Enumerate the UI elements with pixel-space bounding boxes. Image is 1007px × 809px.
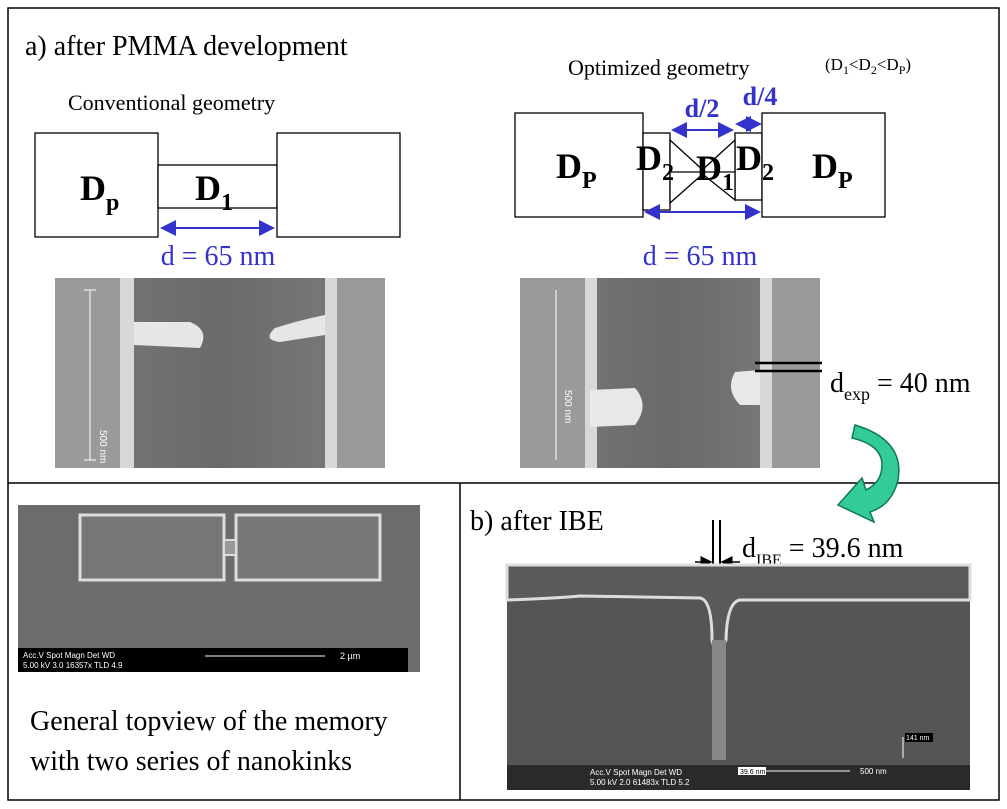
sem-image: Acc.V Spot Magn Det WD 5.00 kV 3.0 16357…	[18, 505, 420, 672]
part: <D	[849, 55, 871, 74]
part: )	[905, 55, 911, 74]
height-label: 141 nm	[906, 735, 930, 742]
panel-title: a) after PMMA development	[25, 31, 348, 62]
subscript: exp	[844, 384, 870, 404]
info-values: 5.00 kV 2.0 61483x TLD 5.2	[590, 778, 690, 787]
sem-image: 500 nm	[55, 278, 385, 468]
value: = 39.6 nm	[782, 533, 904, 564]
inner-scale: 39.6 nm	[740, 769, 765, 776]
quarter-label: d/4	[743, 82, 778, 111]
figure: a) after PMMA development Conventional g…	[0, 0, 1007, 809]
subscript: 2	[762, 160, 774, 186]
dimension-label: d = 65 nm	[643, 241, 758, 272]
scale-label: 500 nm	[860, 767, 887, 776]
label: D	[736, 138, 762, 178]
curved-arrow	[838, 425, 899, 522]
condition: (D1<D2<DP)	[825, 55, 911, 77]
subscript: 2	[662, 160, 674, 186]
panel-title: b) after IBE	[470, 506, 604, 537]
subscript: P	[838, 168, 853, 194]
subscript: 1	[221, 190, 233, 216]
scale-label: 2 µm	[340, 651, 360, 661]
caption: General topview of the memory	[30, 706, 388, 737]
part: (D	[825, 55, 843, 74]
label: D	[80, 168, 106, 208]
info-values: 5.00 kV 3.0 16357x TLD 4.9	[23, 661, 123, 670]
scale-label: 500 nm	[562, 390, 573, 423]
subscript: P	[582, 168, 597, 194]
subscript: p	[106, 190, 119, 216]
half-label: d/2	[685, 94, 720, 123]
label: D	[636, 138, 662, 178]
subscript: 1	[722, 170, 734, 196]
label: d	[830, 368, 844, 399]
exp-label: dexp = 40 nm	[830, 368, 971, 404]
label: D	[556, 146, 582, 186]
label: D	[812, 146, 838, 186]
sem-image: Acc.V Spot Magn Det WD 5.00 kV 2.0 61483…	[507, 565, 970, 790]
label: d	[742, 533, 756, 564]
subtitle: Optimized geometry	[568, 55, 749, 80]
sem-image: 500 nm	[520, 278, 820, 468]
label: D	[696, 148, 722, 188]
info-header: Acc.V Spot Magn Det WD	[590, 768, 682, 777]
value: = 40 nm	[870, 368, 971, 399]
dimension-label: d = 65 nm	[161, 241, 276, 272]
label: D	[195, 168, 221, 208]
subtitle: Conventional geometry	[68, 90, 275, 115]
scale-label: 500 nm	[97, 430, 108, 463]
caption: with two series of nanokinks	[30, 746, 352, 777]
info-header: Acc.V Spot Magn Det WD	[23, 651, 115, 660]
part: <D	[877, 55, 899, 74]
